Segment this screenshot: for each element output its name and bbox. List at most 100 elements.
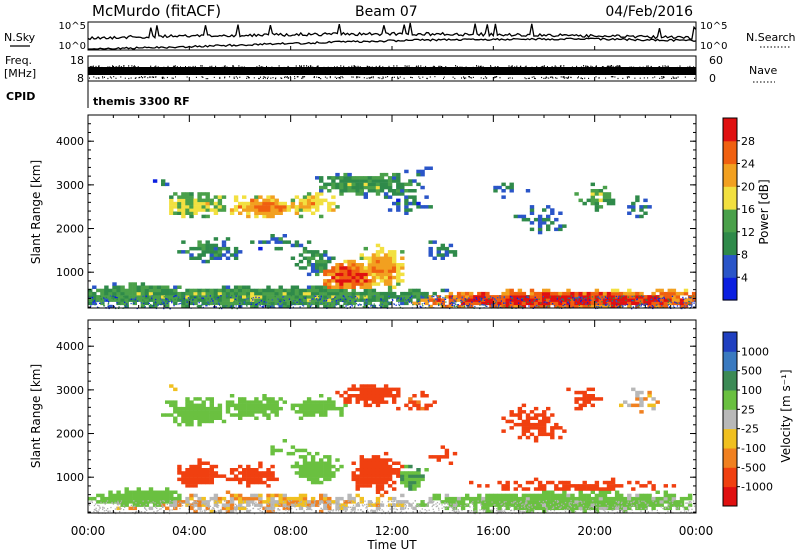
power-speckle [320,297,322,299]
power-cell [408,195,413,199]
velocity-cell [327,403,332,408]
velocity-speckle [337,510,340,512]
velocity-speckle [538,500,541,503]
velocity-cell [286,496,291,501]
power-cell [505,185,510,190]
power-speckle [233,301,235,303]
power-cell [606,291,612,296]
velocity-cell [396,406,401,411]
velocity-cell [217,413,223,417]
velocity-cell [578,390,583,395]
power-cell [327,279,332,283]
power-speckle [116,298,118,300]
velocity-speckle [156,510,158,512]
velocity-cell [319,496,324,501]
power-speckle [575,297,577,299]
power-speckle [433,295,435,298]
velocity-cell [359,397,364,401]
power-cell [379,266,385,270]
velocity-cell [477,484,482,488]
power-speckle [624,304,626,306]
freq-panel: Freq. [MHz] 18 8 60 0 Nave CPID themis 3… [4,54,777,108]
power-cell [181,198,186,203]
velocity-cell [233,474,239,478]
power-cell [128,288,133,293]
velocity-cell [558,503,563,507]
power-speckle [486,305,488,307]
velocity-speckle [515,504,517,506]
velocity-cell [319,471,324,475]
power-cell [201,259,206,264]
velocity-cell [404,474,409,478]
velocity-speckle [392,503,394,505]
power-cell [128,291,133,296]
power-cell [371,259,377,264]
power-cell [521,291,527,296]
velocity-cell [197,413,202,417]
power-cell [578,301,583,306]
power-cell [225,285,231,289]
power-cell [161,182,166,187]
power-cell [258,298,263,302]
power-cell [315,288,320,293]
power-speckle [355,303,358,305]
power-cell [266,240,271,244]
power-cell [379,291,385,296]
power-cell [537,298,543,302]
velocity-cell [298,471,304,475]
power-cell [181,298,186,302]
velocity-speckle [380,503,382,505]
power-cell [529,288,535,293]
power-cell [331,185,336,190]
freq-label-line1: Freq. [5,54,32,67]
power-speckle [281,303,283,306]
velocity-speckle [100,501,102,503]
power-speckle [527,295,529,297]
velocity-cell [363,471,368,475]
power-speckle [451,295,454,297]
power-cell [144,291,150,296]
power-cell [436,301,441,306]
velocity-cell [351,506,356,511]
power-speckle [353,306,356,308]
velocity-cell [367,394,373,398]
power-cell [691,295,697,299]
power-speckle [495,302,497,304]
velocity-cell [606,500,612,504]
power-speckle [346,304,348,306]
velocity-speckle [220,508,222,511]
velocity-speckle [188,502,191,505]
power-cell [197,295,202,299]
velocity-speckle [148,507,150,509]
velocity-cell [250,413,255,417]
power-cell [363,185,368,190]
power-speckle [542,296,544,298]
power-cell [590,304,595,309]
power-cell [306,298,312,302]
velocity-speckle [356,502,359,504]
velocity-cell [169,384,174,388]
velocity-speckle [533,509,535,511]
velocity-speckle [159,508,161,510]
power-cell [521,301,527,306]
power-cell [238,250,243,254]
power-cell [343,179,348,183]
velocity-speckle [588,508,590,510]
velocity-speckle [643,500,645,502]
velocity-cell [619,484,624,488]
power-cell [205,295,210,299]
velocity-cell [367,484,373,488]
velocity-cell [189,400,194,404]
power-cell [310,201,316,206]
velocity-cell [542,416,547,420]
power-cell [533,295,539,299]
power-cell [392,263,397,267]
velocity-speckle [119,511,121,513]
velocity-cell [469,480,474,485]
power-cell [359,179,364,183]
velocity-cell [136,493,141,498]
velocity-cell [205,500,210,504]
velocity-cell [258,493,263,498]
power-cell [412,291,417,296]
